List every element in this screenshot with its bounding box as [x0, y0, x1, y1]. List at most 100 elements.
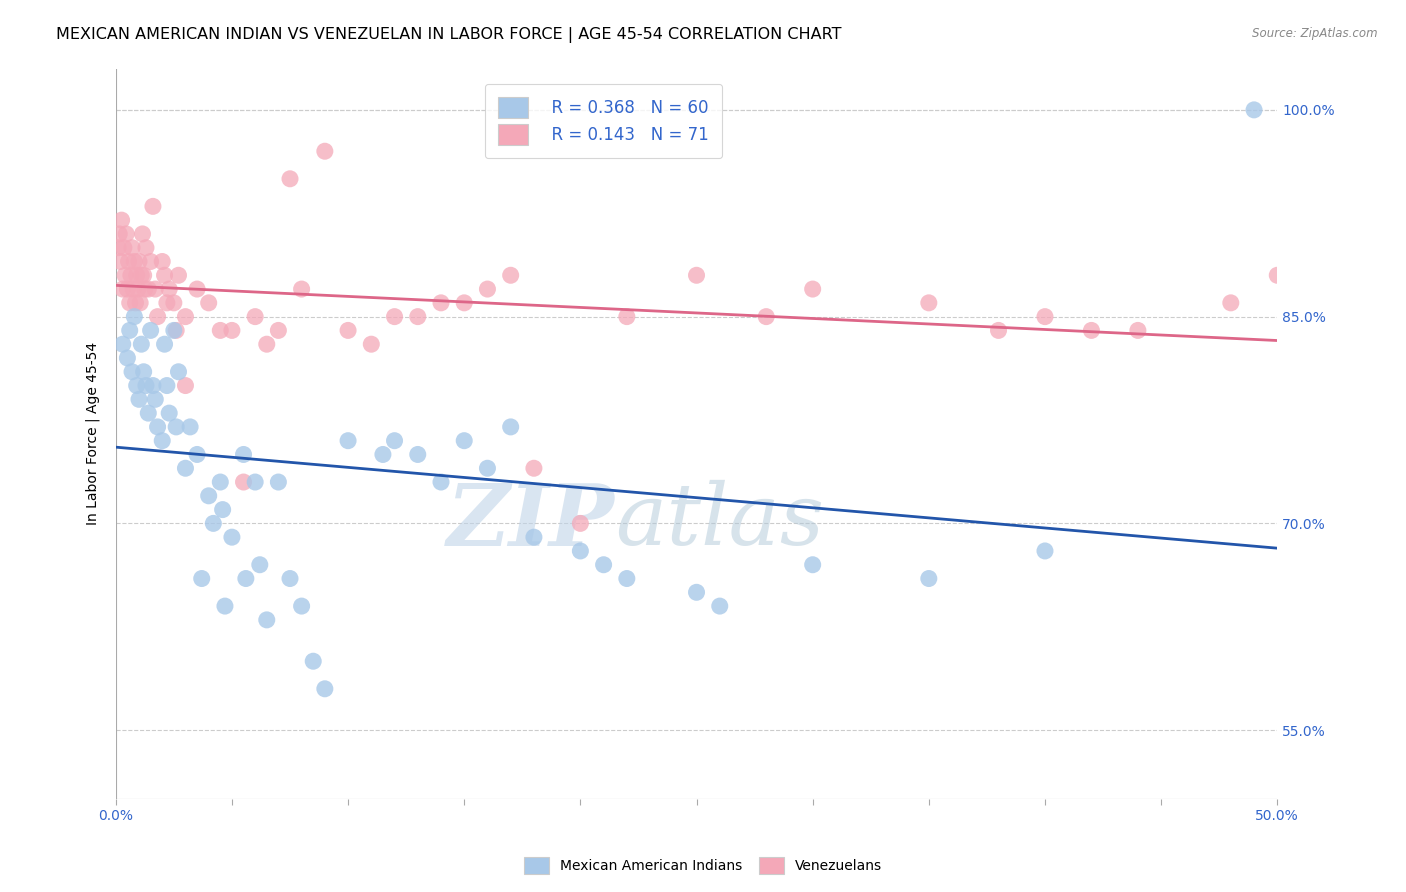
Point: [918, 572, 941, 586]
Point: [755, 310, 778, 324]
Point: [125, 378, 148, 392]
Point: [167, 268, 190, 283]
Point: [139, 254, 162, 268]
Point: [1126, 323, 1149, 337]
Point: [406, 447, 429, 461]
Point: [131, 227, 153, 241]
Point: [249, 558, 271, 572]
Point: [477, 461, 499, 475]
Point: [314, 681, 336, 696]
Point: [371, 447, 394, 461]
Point: [987, 323, 1010, 337]
Point: [124, 296, 146, 310]
Point: [136, 282, 159, 296]
Point: [174, 310, 197, 324]
Text: ZIP: ZIP: [447, 480, 616, 563]
Point: [592, 558, 614, 572]
Point: [110, 254, 132, 268]
Point: [135, 241, 157, 255]
Point: [142, 199, 165, 213]
Point: [153, 268, 176, 283]
Y-axis label: In Labor Force | Age 45-54: In Labor Force | Age 45-54: [86, 343, 100, 525]
Point: [146, 310, 169, 324]
Point: [136, 406, 159, 420]
Point: [1080, 323, 1102, 337]
Text: Source: ZipAtlas.com: Source: ZipAtlas.com: [1253, 27, 1378, 40]
Point: [156, 378, 179, 392]
Point: [131, 268, 153, 283]
Point: [801, 282, 824, 296]
Point: [111, 337, 134, 351]
Point: [384, 434, 406, 448]
Point: [523, 461, 546, 475]
Point: [135, 378, 157, 392]
Point: [124, 254, 146, 268]
Point: [150, 434, 173, 448]
Point: [108, 227, 131, 241]
Point: [179, 420, 201, 434]
Point: [115, 227, 138, 241]
Point: [569, 544, 592, 558]
Point: [143, 282, 166, 296]
Point: [384, 310, 406, 324]
Point: [267, 323, 290, 337]
Point: [146, 420, 169, 434]
Point: [1033, 310, 1056, 324]
Point: [186, 447, 208, 461]
Point: [1265, 268, 1288, 283]
Point: [302, 654, 325, 668]
Point: [209, 323, 232, 337]
Point: [214, 599, 236, 613]
Point: [232, 447, 254, 461]
Point: [165, 323, 187, 337]
Point: [616, 310, 638, 324]
Point: [124, 310, 146, 324]
Point: [131, 337, 153, 351]
Point: [165, 420, 187, 434]
Point: [117, 282, 139, 296]
Point: [129, 296, 152, 310]
Point: [314, 145, 336, 159]
Point: [616, 572, 638, 586]
Point: [174, 378, 197, 392]
Point: [118, 296, 141, 310]
Point: [453, 296, 475, 310]
Point: [499, 268, 522, 283]
Point: [278, 572, 301, 586]
Point: [197, 296, 219, 310]
Point: [499, 420, 522, 434]
Point: [120, 268, 142, 283]
Point: [121, 241, 143, 255]
Point: [337, 434, 360, 448]
Point: [186, 282, 208, 296]
Point: [1219, 296, 1241, 310]
Point: [243, 310, 266, 324]
Legend:   R = 0.368   N = 60,   R = 0.143   N = 71: R = 0.368 N = 60, R = 0.143 N = 71: [485, 84, 723, 158]
Point: [197, 489, 219, 503]
Point: [167, 365, 190, 379]
Point: [128, 392, 150, 407]
Point: [142, 378, 165, 392]
Point: [121, 365, 143, 379]
Point: [243, 475, 266, 489]
Point: [139, 323, 162, 337]
Point: [190, 572, 212, 586]
Point: [685, 585, 707, 599]
Point: [117, 254, 139, 268]
Text: MEXICAN AMERICAN INDIAN VS VENEZUELAN IN LABOR FORCE | AGE 45-54 CORRELATION CHA: MEXICAN AMERICAN INDIAN VS VENEZUELAN IN…: [56, 27, 842, 43]
Point: [157, 282, 180, 296]
Point: [406, 310, 429, 324]
Point: [132, 268, 155, 283]
Point: [134, 282, 156, 296]
Text: atlas: atlas: [616, 480, 824, 563]
Point: [291, 282, 314, 296]
Point: [801, 558, 824, 572]
Point: [156, 296, 179, 310]
Point: [337, 323, 360, 337]
Point: [211, 502, 233, 516]
Point: [202, 516, 225, 531]
Point: [128, 254, 150, 268]
Point: [122, 282, 145, 296]
Point: [453, 434, 475, 448]
Point: [1033, 544, 1056, 558]
